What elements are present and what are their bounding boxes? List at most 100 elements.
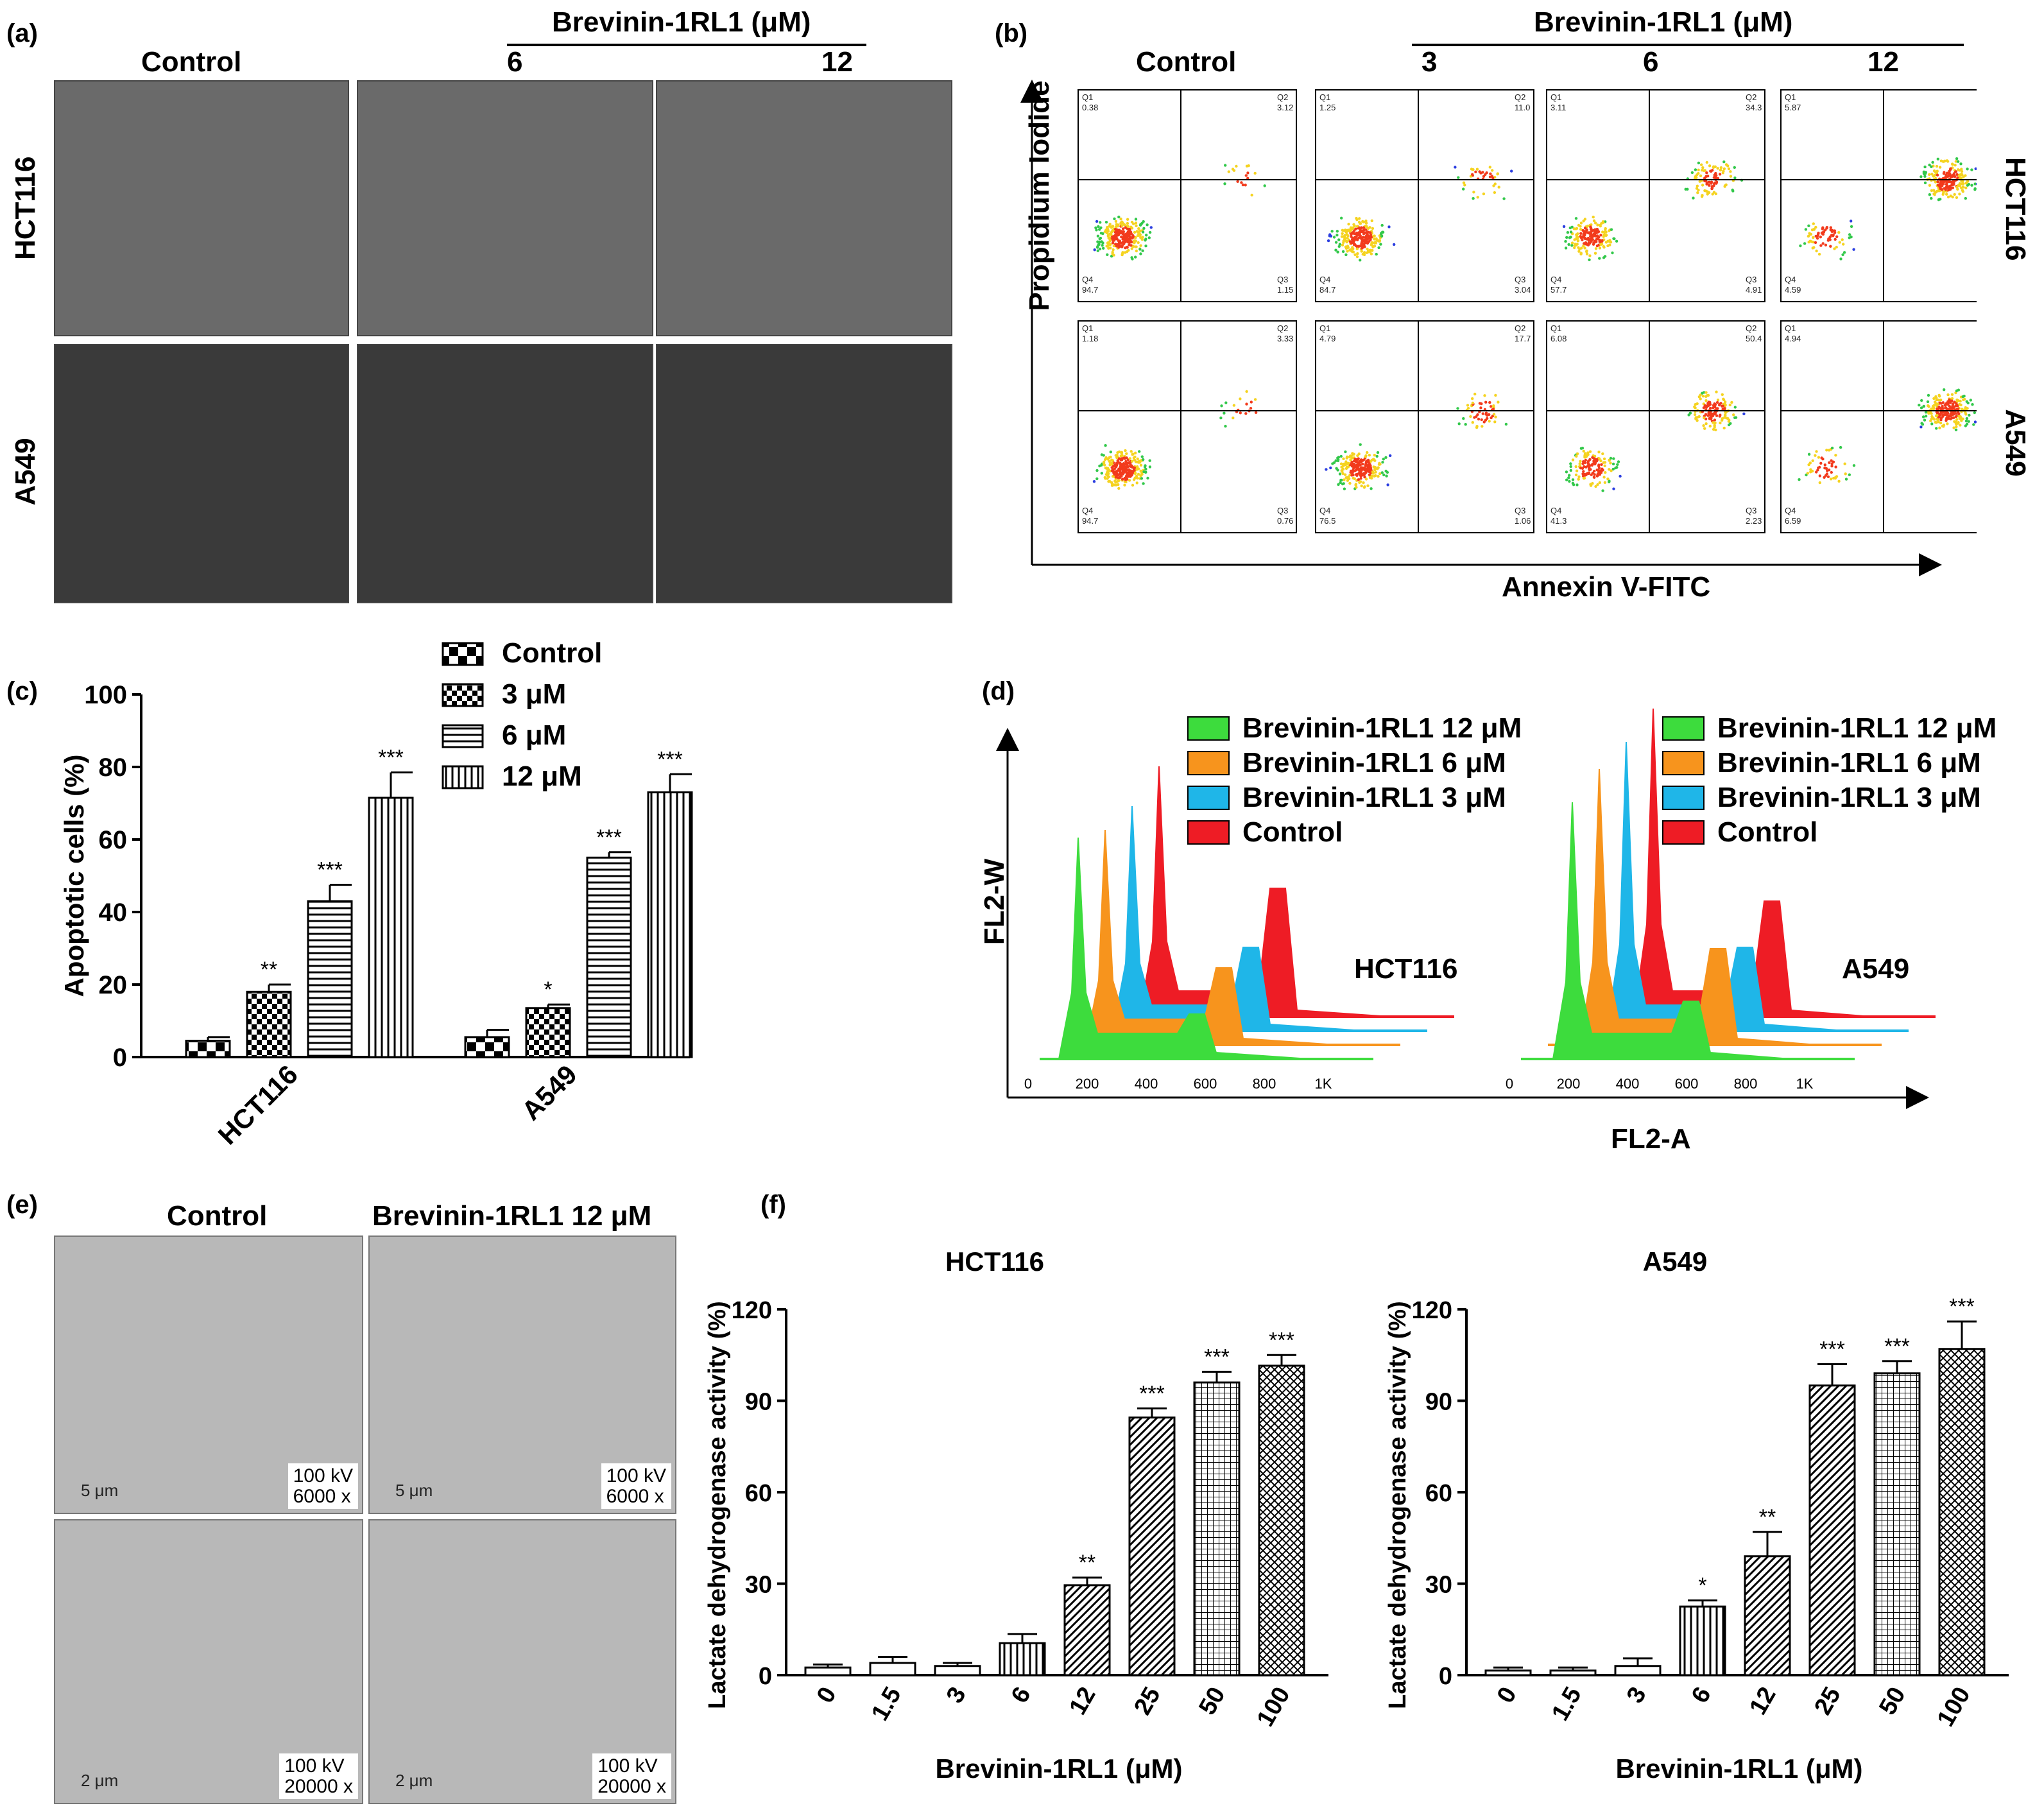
f1-ytick-label: 60	[745, 1480, 772, 1507]
flow-dot	[1471, 401, 1475, 405]
c-bar	[647, 791, 693, 1058]
flow-dot	[1572, 483, 1576, 486]
flow-dot	[1599, 459, 1602, 463]
flow-dot	[1609, 461, 1612, 465]
c-bar	[464, 1036, 510, 1058]
flow-dot	[1147, 236, 1151, 239]
flow-dot	[1730, 400, 1733, 404]
q1-value: 6.08	[1550, 334, 1567, 343]
legend-label-3um: Brevinin-1RL1 3 μM	[1242, 782, 1506, 813]
flow-dot	[1589, 483, 1592, 486]
flow-dot	[1932, 397, 1936, 400]
f1-category-label: 100	[1252, 1683, 1296, 1732]
flow-dot	[1585, 228, 1588, 232]
flow-dot	[1223, 182, 1226, 185]
q1-label: Q1	[1082, 92, 1093, 102]
flow-dot	[1721, 171, 1724, 175]
flow-dot	[1371, 470, 1375, 474]
flow-dot	[1939, 421, 1943, 425]
flow-dot	[1145, 234, 1148, 237]
flow-dot	[1244, 174, 1248, 177]
flow-dot	[1799, 244, 1802, 248]
flow-dot	[1834, 465, 1837, 469]
flow-dot	[1493, 191, 1497, 194]
flow-dot	[1137, 241, 1140, 245]
flow-dot	[1830, 446, 1834, 450]
flow-dot	[1345, 456, 1348, 460]
flow-dot	[1705, 399, 1708, 402]
flow-dot	[1095, 220, 1099, 223]
flow-dot	[1136, 457, 1139, 461]
flow-dot	[1602, 457, 1606, 461]
flow-dot	[1352, 227, 1355, 230]
flow-dot	[1951, 186, 1954, 189]
flow-dot	[1583, 472, 1586, 476]
flow-dot	[1346, 250, 1349, 253]
q4-label: Q4	[1319, 275, 1330, 284]
flow-dot	[1606, 478, 1610, 481]
flow-dot	[1597, 469, 1601, 472]
flow-dot	[1712, 421, 1715, 424]
flow-dot	[1335, 230, 1339, 233]
flow-dot	[1141, 249, 1144, 252]
flow-dot	[1120, 463, 1124, 467]
flow-dot	[1360, 484, 1363, 488]
flow-dot	[1829, 226, 1832, 229]
flow-dot	[1808, 461, 1812, 465]
f2-ytick-label: 90	[1425, 1389, 1452, 1416]
flow-dot	[1352, 473, 1355, 477]
flow-dot	[1375, 252, 1378, 256]
flow-dot	[1714, 171, 1717, 175]
flow-dot	[1566, 231, 1570, 234]
flow-dot	[1964, 196, 1967, 200]
legend-item-control: Control	[1187, 816, 1343, 848]
flow-dot	[1715, 390, 1718, 393]
c-legend-swatch	[442, 642, 484, 666]
flow-dot	[1583, 227, 1587, 230]
flow-dot	[1705, 189, 1708, 193]
flow-dot	[1124, 449, 1127, 452]
legend-label-12um: Brevinin-1RL1 12 μM	[1242, 712, 1522, 744]
flow-dot	[1848, 236, 1851, 239]
tem-treated-6000x: 5 μm 100 kV 6000 x	[368, 1235, 676, 1514]
flow-dot	[1139, 463, 1143, 467]
flow-dot	[1601, 469, 1604, 472]
c-legend-label: 3 μM	[502, 678, 566, 710]
flow-dot	[1219, 417, 1223, 420]
flow-dot	[1608, 240, 1611, 243]
flow-dot	[1097, 225, 1100, 228]
flow-dot	[1715, 400, 1719, 404]
flow-dot	[1960, 168, 1963, 171]
f2-bar	[1744, 1555, 1791, 1676]
flow-dot	[1129, 465, 1132, 468]
flow-dot	[1134, 451, 1137, 454]
flow-dot	[1362, 472, 1366, 475]
flow-dot	[1970, 168, 1973, 171]
flow-dot	[1220, 404, 1223, 408]
f1-x-axis-label: Brevinin-1RL1 (μM)	[935, 1753, 1182, 1784]
flow-dot	[1114, 220, 1118, 223]
flow-dot	[1126, 221, 1129, 225]
tem-info-4-kv: 100 kV	[597, 1755, 658, 1777]
panel-b-row-a549: A549	[2000, 409, 2031, 477]
flow-dot	[1852, 248, 1855, 251]
panel-a-header-line	[507, 44, 866, 46]
flow-dot	[1824, 474, 1828, 478]
flow-dot	[1582, 477, 1586, 480]
flow-dot	[1815, 249, 1818, 253]
q1-value: 4.94	[1785, 334, 1801, 343]
flow-dot	[1117, 215, 1121, 219]
flow-dot	[1830, 470, 1833, 474]
flow-dot	[1938, 426, 1941, 429]
flow-dot	[1723, 185, 1726, 188]
flow-dot	[1732, 413, 1735, 417]
flow-dot	[1129, 450, 1133, 453]
q2-label: Q2	[1515, 92, 1525, 102]
flow-dot	[1364, 221, 1368, 225]
flow-dot	[1138, 248, 1142, 251]
flow-dot	[1579, 236, 1583, 239]
flow-dot	[1932, 404, 1936, 407]
flow-dot	[1109, 232, 1112, 236]
flow-dot	[1602, 233, 1606, 236]
flow-dot	[1945, 407, 1948, 411]
